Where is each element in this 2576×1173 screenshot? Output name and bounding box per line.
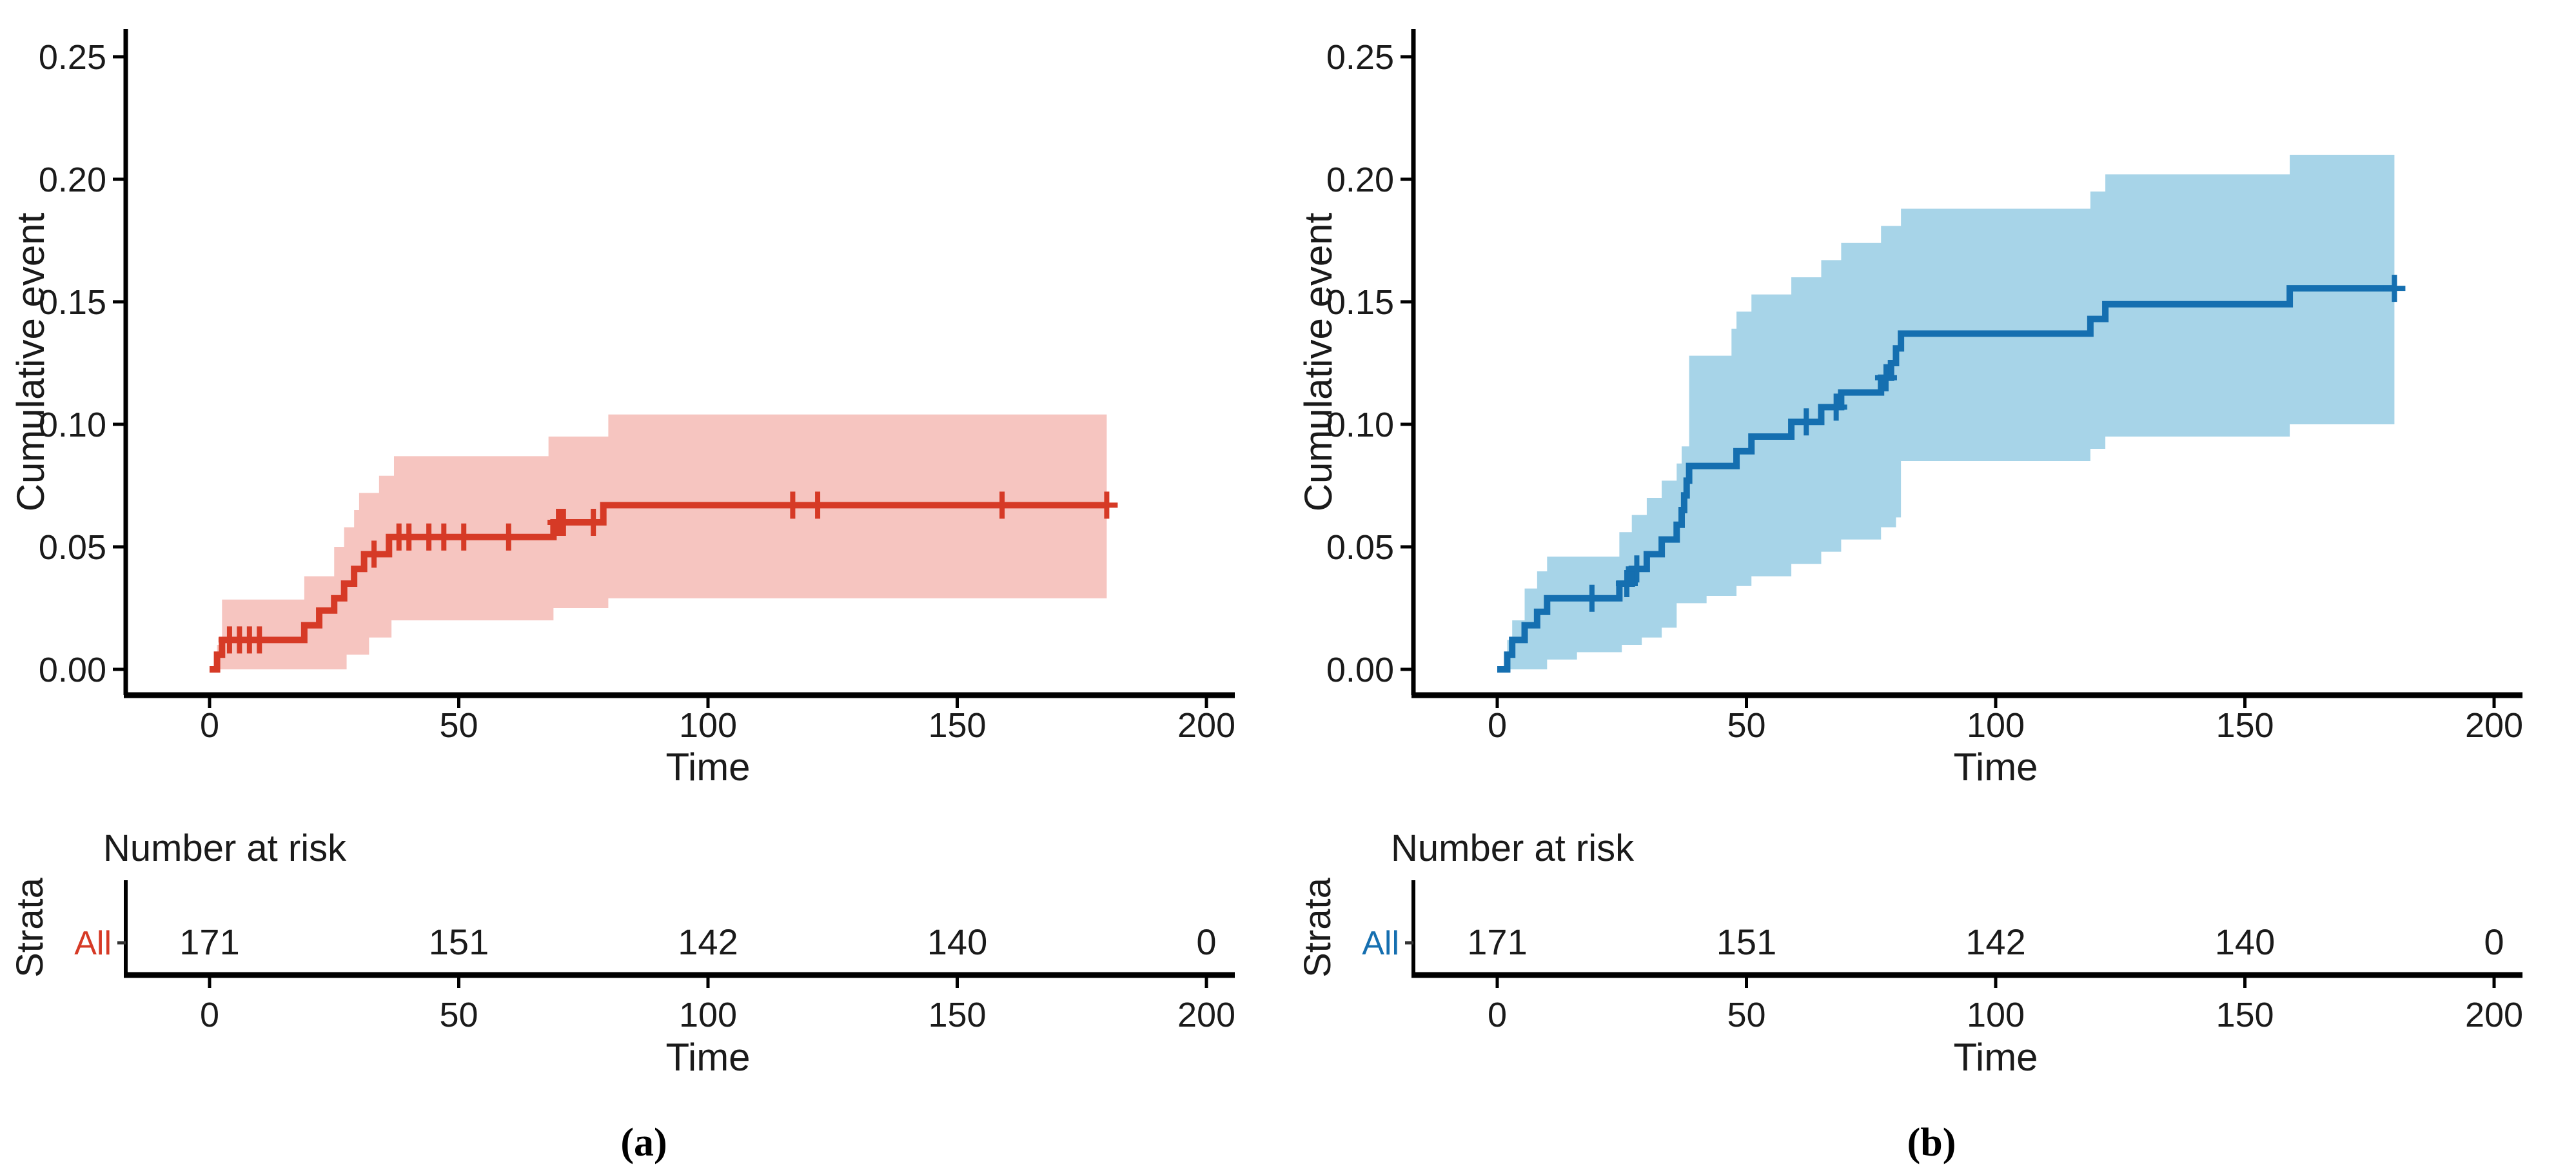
- risk-table-title: Number at risk: [103, 827, 347, 869]
- strata-axis-title: Strata: [1297, 877, 1339, 977]
- caption-a: (a): [0, 1116, 1288, 1170]
- censor-mark-b: [2383, 275, 2406, 302]
- x-tick-label: 0: [1488, 706, 1507, 745]
- y-tick-label: 0.15: [1326, 283, 1394, 322]
- y-tick-label: 0.20: [39, 161, 106, 199]
- y-axis-title: Cumulative event: [1297, 212, 1340, 511]
- censor-mark-b: [1626, 555, 1648, 583]
- risk-count: 140: [2215, 922, 2275, 962]
- caption-b: (b): [1288, 1116, 2575, 1170]
- censor-mark-b: [1874, 364, 1897, 391]
- x-tick-label: 200: [1177, 706, 1235, 745]
- y-tick-label: 0.00: [1326, 651, 1394, 689]
- censor-mark-a: [433, 523, 455, 551]
- risk-x-tick-label: 50: [1727, 996, 1765, 1034]
- caption-a-label: (a): [620, 1121, 667, 1165]
- y-tick-label: 0.20: [1326, 161, 1394, 199]
- risk-x-tick-label: 200: [1177, 996, 1235, 1034]
- x-tick-label: 150: [2216, 706, 2274, 745]
- y-tick-label: 0.10: [1326, 406, 1394, 444]
- risk-x-tick-label: 200: [2465, 996, 2523, 1034]
- y-tick-label: 0.25: [39, 38, 106, 77]
- risk-count: 151: [429, 922, 489, 962]
- x-tick-label: 200: [2465, 706, 2523, 745]
- censor-mark-a: [398, 523, 420, 551]
- x-tick-label: 50: [1727, 706, 1765, 745]
- x-tick-label: 50: [439, 706, 478, 745]
- censor-mark-a: [453, 523, 475, 551]
- censor-mark-a: [807, 491, 829, 519]
- x-tick-label: 150: [928, 706, 986, 745]
- strata-row-label: All: [1362, 925, 1399, 962]
- censor-mark-a: [248, 626, 271, 654]
- censor-mark-b: [1580, 584, 1603, 612]
- risk-count: 142: [678, 922, 738, 962]
- censor-mark-a: [782, 491, 804, 519]
- caption-b-label: (b): [1907, 1121, 1956, 1165]
- risk-x-axis-title: Time: [665, 1036, 750, 1079]
- risk-count: 140: [927, 922, 987, 962]
- y-tick-label: 0.15: [39, 283, 106, 322]
- panel-a: 0.00 0.05 0.10 0.15 0.20 0.25 0 50 100 150 200 Time…: [0, 29, 1288, 1170]
- strata-axis-title: Strata: [9, 877, 51, 977]
- y-tick-label: 0.10: [39, 406, 106, 444]
- x-tick-label: 100: [679, 706, 737, 745]
- risk-count: 171: [179, 922, 239, 962]
- censor-mark-a: [582, 509, 605, 536]
- risk-x-tick-label: 100: [679, 996, 737, 1034]
- panel-b: 0.00 0.05 0.10 0.15 0.20 0.25 0 50 100 150 200 Time…: [1288, 0, 2575, 1173]
- risk-x-tick-label: 150: [2216, 996, 2274, 1034]
- y-tick-label: 0.05: [1326, 528, 1394, 567]
- risk-x-tick-label: 50: [439, 996, 478, 1034]
- censor-mark-b: [1825, 393, 1847, 421]
- risk-count: 142: [1965, 922, 2025, 962]
- risk-table-title: Number at risk: [1391, 827, 1635, 869]
- censor-mark-a: [1096, 491, 1118, 519]
- cumulative-event-plot-a: 0.00 0.05 0.10 0.15 0.20 0.25 0 50 100 150 200 Time…: [9, 29, 1235, 1079]
- survival-curve-b: [1497, 285, 2395, 673]
- y-axis-title: Cumulative event: [9, 212, 52, 511]
- censor-mark-a: [497, 523, 520, 551]
- risk-x-tick-label: 0: [200, 996, 219, 1034]
- x-tick-label: 0: [200, 706, 219, 745]
- censor-mark-a: [552, 509, 575, 536]
- risk-count: 151: [1716, 922, 1776, 962]
- censor-mark-a: [363, 540, 386, 568]
- censor-mark-b: [1615, 570, 1638, 597]
- y-tick-label: 0.00: [39, 651, 106, 689]
- x-axis-title: Time: [1953, 745, 2038, 789]
- y-tick-label: 0.05: [39, 528, 106, 567]
- risk-count: 171: [1467, 922, 1527, 962]
- censor-mark-b: [1795, 408, 1818, 436]
- risk-count: 0: [1196, 922, 1216, 962]
- y-tick-label: 0.25: [1326, 38, 1394, 77]
- risk-count: 0: [2484, 922, 2504, 962]
- confidence-band-b: [1507, 155, 2395, 669]
- risk-x-tick-label: 0: [1488, 996, 1507, 1034]
- strata-row-label: All: [74, 925, 112, 962]
- risk-x-axis-title: Time: [1953, 1036, 2038, 1079]
- x-axis-title: Time: [665, 745, 750, 789]
- risk-x-tick-label: 100: [1967, 996, 2025, 1034]
- risk-x-tick-label: 150: [928, 996, 986, 1034]
- censor-mark-a: [991, 491, 1014, 519]
- confidence-band-a: [217, 414, 1107, 669]
- x-tick-label: 100: [1967, 706, 2025, 745]
- cumulative-event-plot-b: 0.00 0.05 0.10 0.15 0.20 0.25 0 50 100 150 200 Time…: [1297, 29, 2523, 1079]
